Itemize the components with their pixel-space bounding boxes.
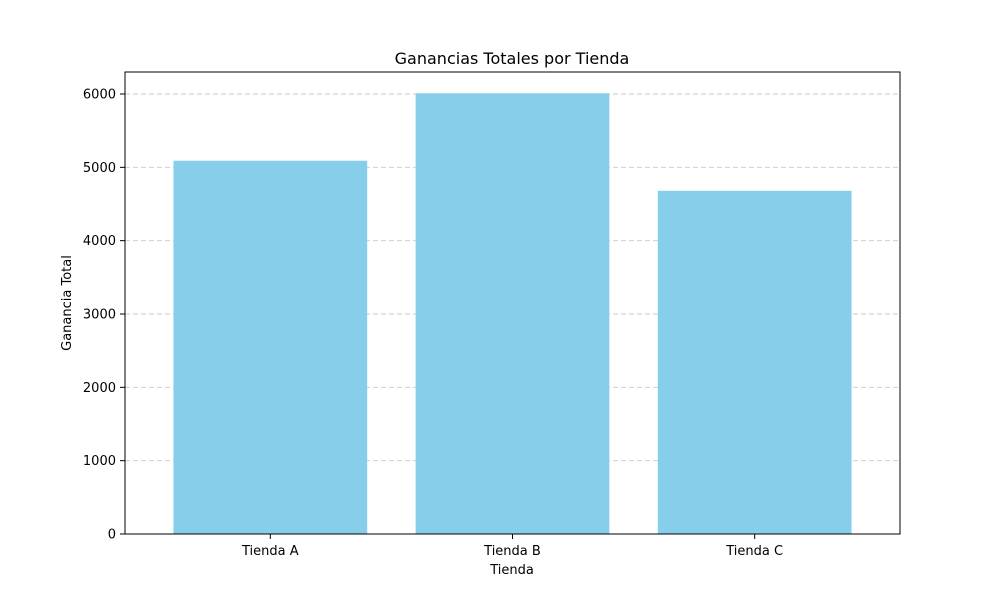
x-tick-label: Tienda A (241, 544, 299, 559)
x-tick-label: Tienda B (483, 544, 541, 559)
bars (173, 93, 852, 535)
bar (415, 93, 610, 535)
bar (173, 160, 368, 534)
y-axis: 0 1000 2000 3000 4000 5000 6000 (83, 88, 125, 543)
y-tick-label: 2000 (83, 381, 116, 396)
y-tick-label: 3000 (83, 308, 116, 323)
x-axis-label: Tienda (489, 563, 534, 578)
chart-title: Ganancias Totales por Tienda (395, 49, 630, 68)
x-axis: Tienda A Tienda B Tienda C (241, 534, 783, 559)
y-tick-label: 5000 (83, 161, 116, 176)
y-tick-label: 4000 (83, 234, 116, 249)
y-axis-label: Ganancia Total (60, 255, 75, 351)
y-tick-label: 0 (108, 528, 116, 543)
y-tick-label: 1000 (83, 454, 116, 469)
y-tick-label: 6000 (83, 88, 116, 103)
bar (657, 190, 852, 535)
x-tick-label: Tienda C (725, 544, 783, 559)
